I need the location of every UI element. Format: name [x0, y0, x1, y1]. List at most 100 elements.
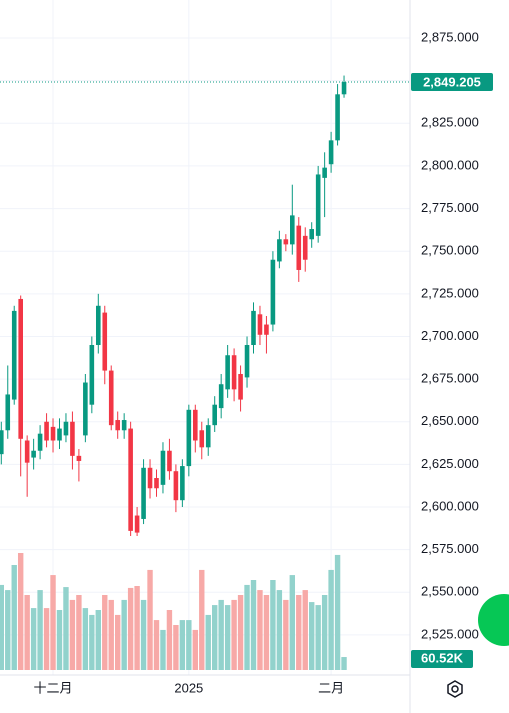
volume-bar — [134, 586, 140, 670]
volume-bar — [127, 587, 134, 670]
volume-bar — [153, 620, 160, 670]
volume-bar — [218, 599, 224, 670]
candle-body — [11, 310, 17, 400]
volume-bar — [309, 602, 315, 670]
settings-icon[interactable] — [447, 680, 463, 698]
volume-bar — [179, 620, 186, 670]
candle-body — [89, 345, 95, 405]
y-tick-label: 2,800.000 — [421, 157, 479, 172]
candle-body — [83, 382, 88, 436]
candle-body — [270, 259, 276, 325]
candle-body — [76, 455, 82, 461]
candle-body — [134, 515, 140, 533]
candle-body — [257, 314, 263, 335]
candle-body — [44, 421, 49, 441]
candle-body — [154, 478, 159, 489]
candle-body — [251, 310, 256, 346]
volume-bar — [82, 608, 89, 670]
candle-body — [141, 467, 146, 519]
candle-body — [205, 425, 211, 448]
volume-bar — [328, 569, 334, 670]
volume-bar — [231, 599, 237, 670]
candle-body — [24, 440, 30, 463]
candle-body — [115, 420, 120, 431]
candle-body — [225, 355, 230, 390]
volume-bar — [121, 599, 127, 670]
candle-body — [5, 394, 11, 431]
volume-bar — [160, 629, 166, 670]
volume-bar — [302, 590, 308, 670]
candle-body — [37, 433, 43, 451]
candle-body — [231, 355, 237, 390]
candle-body — [315, 174, 321, 236]
candle-body — [57, 428, 62, 441]
y-tick-label: 2,875.000 — [421, 29, 479, 44]
candle-body — [147, 467, 153, 489]
volume-bar — [5, 590, 11, 670]
candle-body — [309, 229, 315, 240]
candle-body — [0, 430, 4, 455]
volume-bar — [321, 595, 328, 670]
line-button[interactable] — [478, 594, 509, 646]
volume-bar — [102, 595, 108, 670]
volume-bar — [95, 610, 101, 670]
y-tick-label: 2,600.000 — [421, 498, 479, 513]
volume-bar — [186, 620, 192, 670]
candle-body — [160, 450, 166, 485]
candle-body — [180, 466, 185, 501]
candle-body — [63, 421, 69, 436]
volume-bar — [17, 553, 24, 670]
price-label-box — [411, 73, 493, 92]
volume-bar — [250, 580, 257, 670]
price-label: 2,849.205 — [423, 74, 481, 89]
candle-body — [102, 312, 108, 371]
volume-bar — [315, 605, 321, 670]
candle-body — [31, 450, 36, 458]
volume-bar — [63, 587, 69, 670]
volume-bar — [43, 608, 50, 670]
candle-body — [283, 239, 289, 245]
settings-dot[interactable] — [451, 685, 459, 693]
candle-body — [341, 82, 347, 95]
candle-body — [167, 450, 172, 472]
volume-bar — [237, 595, 244, 670]
candle-body — [70, 421, 75, 456]
y-tick-label: 2,750.000 — [421, 243, 479, 258]
candle-body — [18, 298, 23, 439]
y-tick-label: 2,550.000 — [421, 584, 479, 599]
candle-body — [212, 404, 218, 426]
candle-body — [290, 215, 295, 245]
volume-bar — [244, 584, 250, 670]
y-tick-label: 2,775.000 — [421, 200, 479, 215]
candle-body — [186, 409, 192, 467]
y-tick-label: 2,575.000 — [421, 541, 479, 556]
volume-bar — [76, 595, 82, 670]
candle-body — [121, 420, 127, 431]
candle-body — [296, 225, 302, 270]
candle-body — [128, 428, 133, 531]
volume-bar — [89, 614, 95, 670]
x-tick-label: 二月 — [318, 680, 344, 695]
candle-body — [302, 235, 308, 260]
volume-bar — [192, 629, 198, 670]
volume-bar — [212, 605, 218, 670]
volume-bar — [166, 610, 173, 670]
y-tick-label: 2,700.000 — [421, 328, 479, 343]
y-tick-label: 2,825.000 — [421, 115, 479, 130]
volume-bar — [276, 590, 283, 670]
y-tick-label: 2,650.000 — [421, 413, 479, 428]
volume-bar — [341, 657, 347, 670]
candle-body — [192, 409, 198, 441]
volume-bar — [263, 595, 270, 670]
settings-hexagon[interactable] — [447, 680, 463, 698]
y-tick-label: 2,525.000 — [421, 626, 479, 641]
volume-bar — [37, 590, 43, 670]
candle-body — [328, 140, 334, 165]
candle-body — [218, 384, 224, 409]
volume-bar — [173, 625, 179, 670]
candle-body — [264, 324, 269, 335]
y-tick-label: 2,725.000 — [421, 285, 479, 300]
candle-body — [108, 370, 114, 426]
volume-bar — [56, 610, 63, 670]
